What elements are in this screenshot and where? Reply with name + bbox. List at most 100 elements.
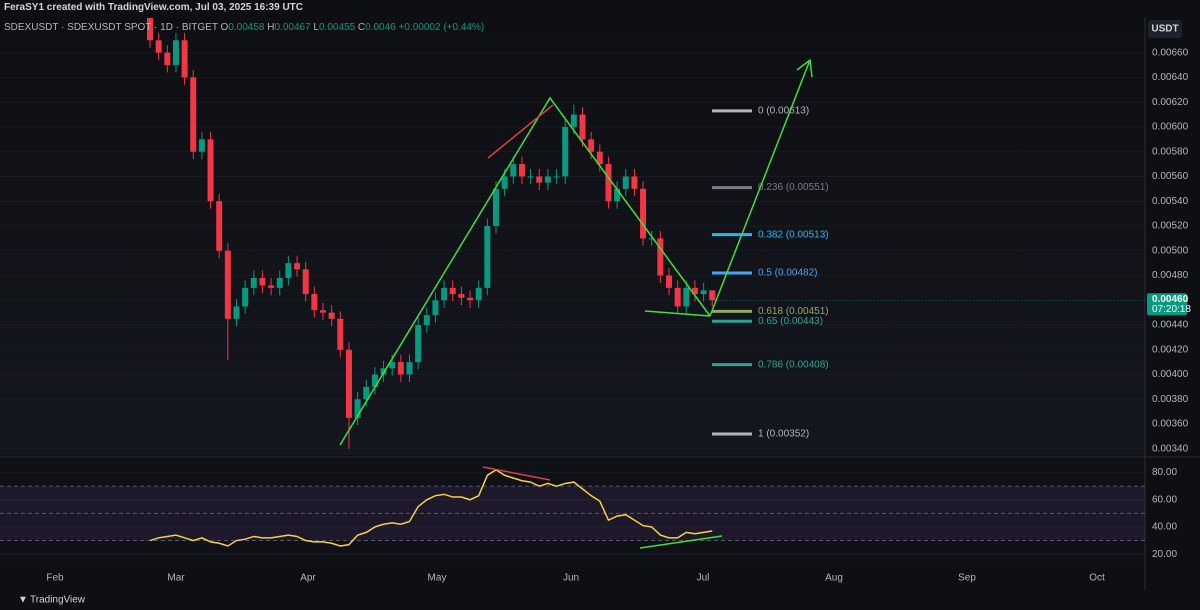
- currency-box: [1148, 20, 1182, 38]
- candle-body: [493, 188, 499, 226]
- candle-body: [640, 188, 647, 239]
- candle-body: [527, 176, 534, 178]
- candle-body: [415, 325, 422, 363]
- fib-label: 0.618 (0.00451): [758, 306, 829, 317]
- x-tick-label: Jul: [697, 573, 710, 584]
- y-tick-label: 0.00360: [1152, 419, 1189, 430]
- fib-label: 0.65 (0.00443): [758, 316, 823, 327]
- candle-body: [441, 287, 448, 301]
- candle-body: [691, 287, 698, 295]
- candle-body: [605, 164, 612, 202]
- fib-label: 1 (0.00352): [758, 429, 809, 440]
- arrow-head: [796, 58, 813, 78]
- candle-body: [467, 297, 474, 301]
- candle-body: [544, 176, 551, 183]
- candle-body: [657, 238, 664, 276]
- candle-body: [164, 52, 171, 66]
- candle-body: [596, 151, 603, 165]
- ohlc-value: 0.00458: [228, 22, 265, 33]
- candle-body: [276, 277, 283, 288]
- rsi-trend-line: [639, 535, 723, 549]
- y-tick-label: 0.00540: [1152, 196, 1189, 207]
- candle-body: [345, 349, 352, 418]
- candle-body: [259, 277, 266, 286]
- candle-body: [666, 275, 672, 288]
- change-pct: (+0.44%): [443, 22, 485, 33]
- ohlc-letter: H: [267, 22, 275, 33]
- y-tick-label: 80.00: [1152, 467, 1177, 478]
- candle-body: [302, 269, 309, 295]
- fib-label: 0.5 (0.00482): [758, 268, 818, 279]
- candle-body: [380, 368, 387, 375]
- currency: USDT: [1151, 24, 1178, 35]
- candle-body: [397, 362, 404, 375]
- candle-body: [337, 318, 344, 350]
- y-tick-label: 0.00340: [1152, 443, 1189, 454]
- candle-body: [354, 399, 361, 418]
- x-tick-label: Jun: [563, 573, 579, 584]
- candle-body: [371, 374, 378, 387]
- candle-body: [674, 287, 681, 307]
- candle-body: [216, 201, 223, 251]
- logo-mark: ▼: [18, 595, 28, 606]
- fib-label: 0.236 (0.00551): [758, 182, 829, 193]
- price-tag-value: 0.00460: [1152, 294, 1189, 305]
- candle-body: [614, 188, 621, 202]
- credit: FeraSY1 created with TradingView.com, Ju…: [4, 2, 304, 13]
- y-tick-label: 0.00400: [1152, 369, 1189, 380]
- ohlc-value: 0.0046: [365, 22, 396, 33]
- countdown: 07:20:18: [1152, 304, 1191, 315]
- candle-body: [458, 294, 465, 298]
- candle-body: [484, 225, 491, 288]
- rsi-pane: [0, 459, 1145, 565]
- candle-body: [501, 176, 508, 189]
- y-tick-label: 0.00520: [1152, 221, 1189, 232]
- candle-body: [579, 114, 586, 140]
- y-tick-label: 0.00600: [1152, 122, 1189, 133]
- y-tick-label: 0.00480: [1152, 270, 1189, 281]
- y-tick-label: 0.00500: [1152, 245, 1189, 256]
- fib-label: 0.786 (0.00408): [758, 359, 829, 370]
- x-tick-label: Oct: [1089, 573, 1105, 584]
- candle-body: [250, 277, 257, 288]
- candle-body: [147, 18, 153, 41]
- y-tick-label: 0.00620: [1152, 97, 1189, 108]
- candle-body: [475, 287, 482, 301]
- ohlc-value: 0.00467: [274, 22, 311, 33]
- drawings: [339, 58, 813, 549]
- candle-body: [648, 238, 655, 240]
- y-tick-label: 0.00640: [1152, 72, 1189, 83]
- candle-body: [709, 290, 716, 301]
- ohlc-letter: L: [313, 22, 319, 33]
- candle-body: [207, 139, 214, 202]
- trend-line: [644, 310, 711, 317]
- candle-body: [363, 386, 370, 400]
- candle-body: [233, 306, 240, 319]
- x-tick-label: Feb: [46, 573, 64, 584]
- candle-body: [449, 287, 456, 295]
- candle-body: [242, 287, 249, 307]
- candle-body: [190, 77, 197, 152]
- y-tick-label: 0.00420: [1152, 344, 1189, 355]
- trend-line: [339, 96, 711, 446]
- candle-body: [510, 164, 517, 177]
- candle-body: [406, 362, 413, 375]
- candle-body: [631, 176, 638, 189]
- fib-label: 0 (0.00613): [758, 105, 809, 116]
- candle-body: [683, 287, 690, 307]
- candle-body: [172, 40, 179, 66]
- candle-body: [181, 40, 188, 78]
- price-tag: [1147, 293, 1187, 316]
- rsi-line: [149, 468, 713, 547]
- rsi-divergence-line: [482, 466, 551, 481]
- ohlc-value: 0.00455: [318, 22, 356, 33]
- y-tick-label: 0.00580: [1152, 146, 1189, 157]
- x-tick-label: Apr: [300, 573, 316, 584]
- x-tick-label: Aug: [825, 573, 843, 584]
- brand: TradingView: [30, 595, 86, 606]
- symbol: SDEXUSDT · SDEXUSDT SPOT · 1D · BITGET: [4, 22, 218, 33]
- candle-body: [423, 315, 430, 326]
- divergence-line: [487, 104, 554, 159]
- change: +0.00002: [398, 22, 441, 33]
